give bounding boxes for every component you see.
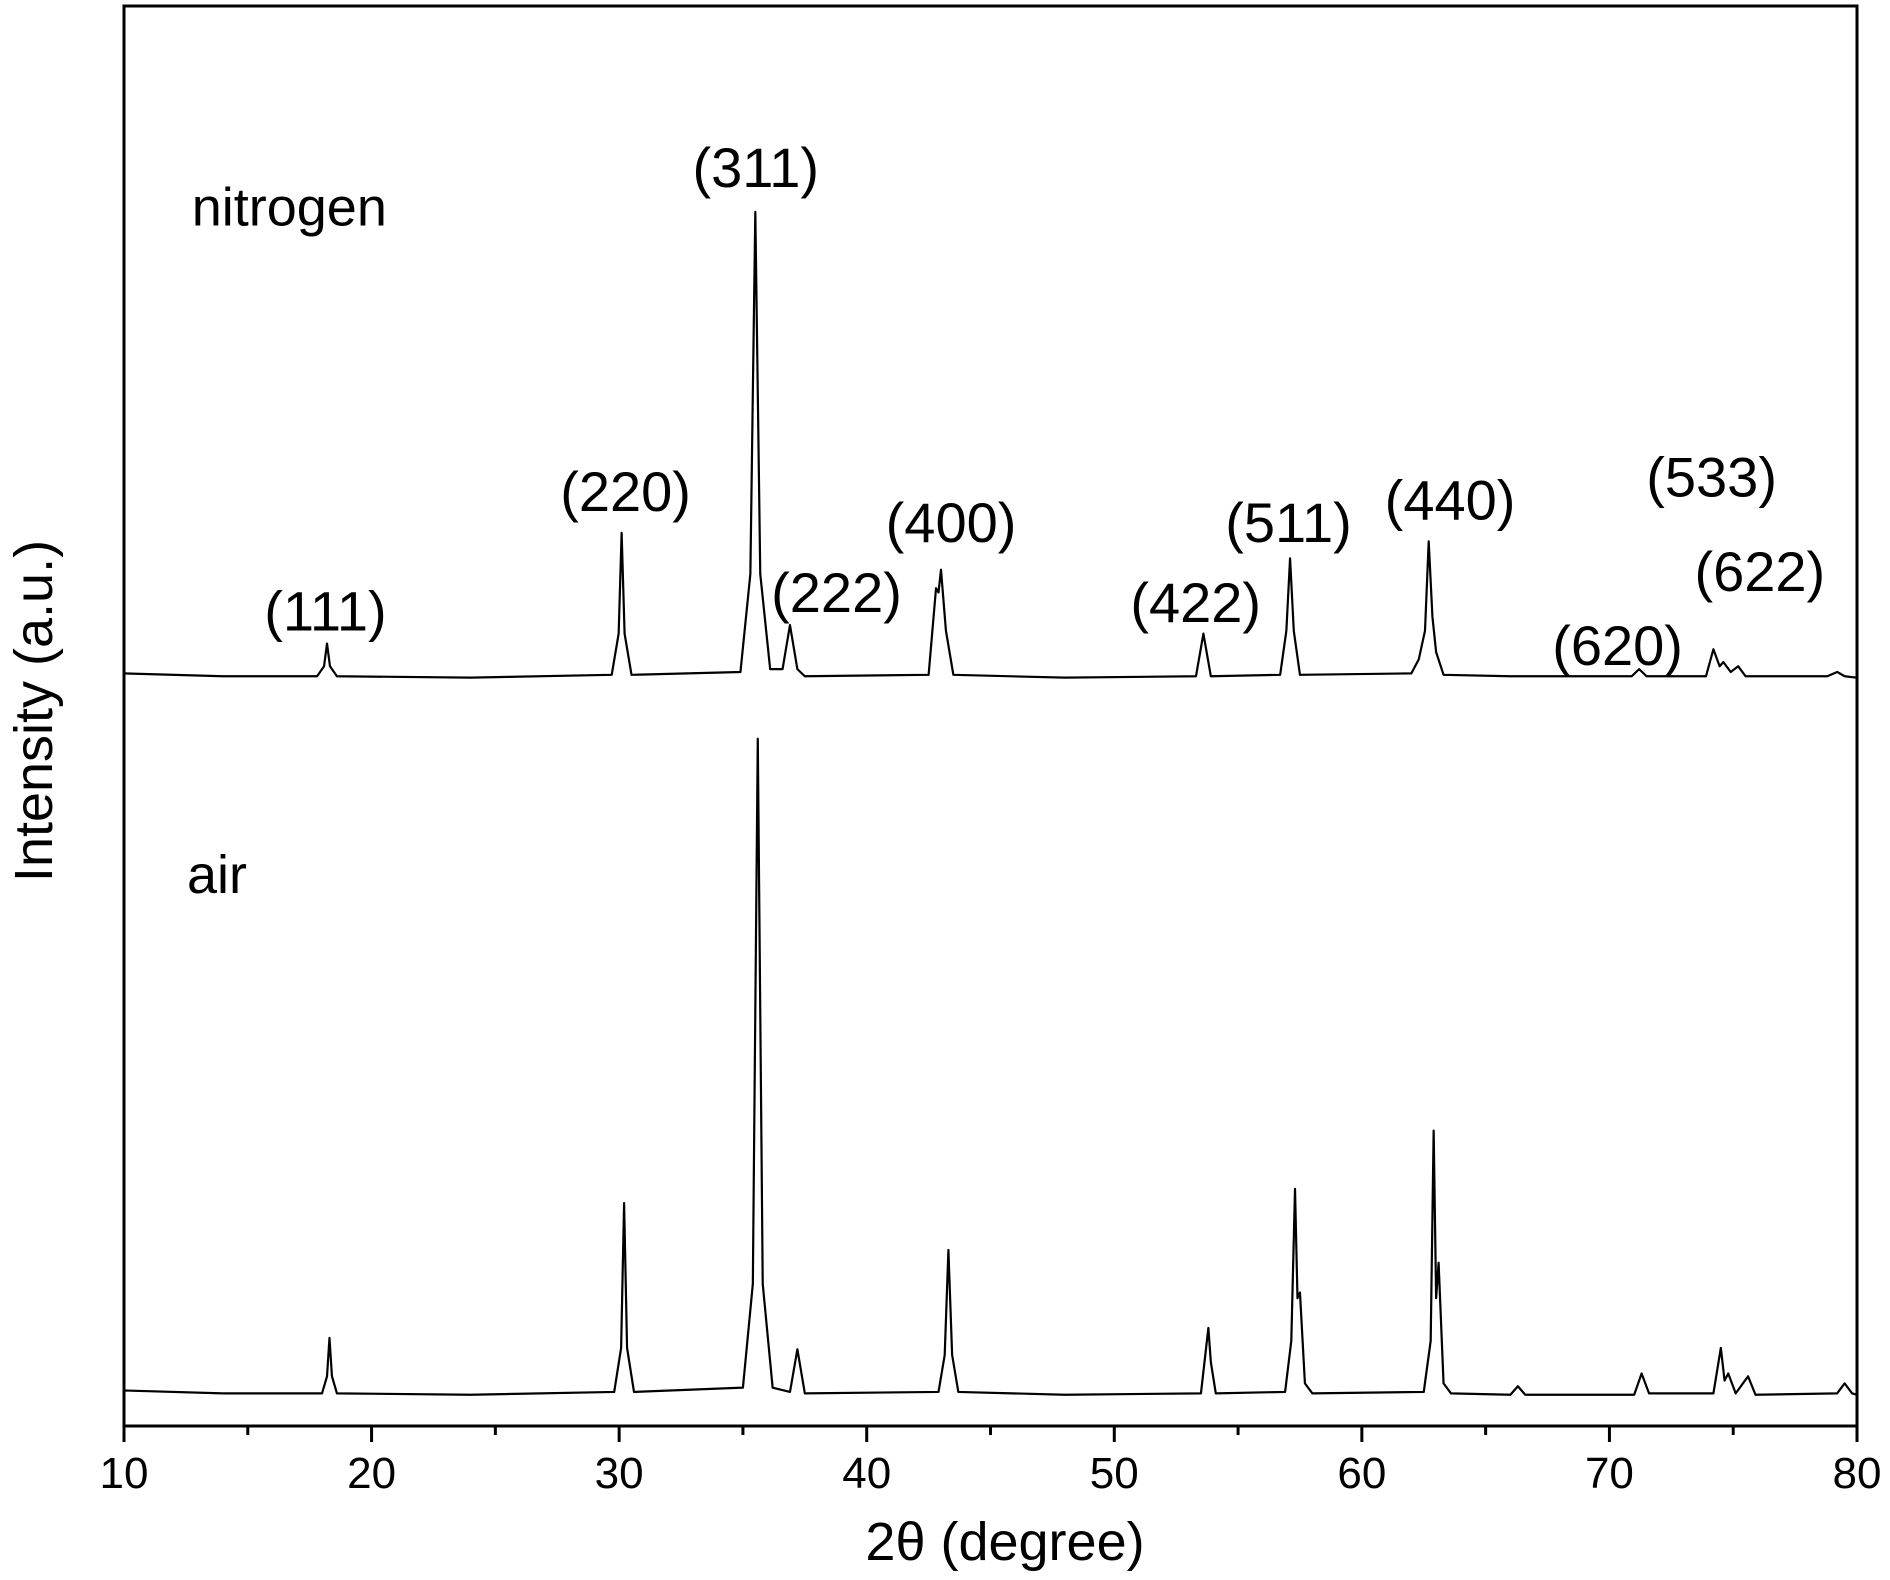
x-axis-title: 2θ (degree) xyxy=(865,1512,1144,1572)
x-tick-label: 30 xyxy=(595,1449,644,1498)
x-tick-label: 40 xyxy=(842,1449,891,1498)
series-label: air xyxy=(187,845,247,905)
peak-label: (222) xyxy=(771,561,902,624)
peak-label: (440) xyxy=(1385,469,1516,532)
peak-label: (533) xyxy=(1646,445,1777,508)
xrd-pattern xyxy=(123,737,1858,1396)
x-tick-label: 80 xyxy=(1833,1449,1882,1498)
peak-label: (400) xyxy=(886,491,1017,554)
peak-label: (511) xyxy=(1225,491,1352,554)
peak-label: (422) xyxy=(1130,571,1261,634)
x-tick-label: 70 xyxy=(1585,1449,1634,1498)
peak-label: (311) xyxy=(692,136,819,199)
peak-label: (622) xyxy=(1694,540,1825,603)
peak-label: (111) xyxy=(264,580,386,643)
series-label: nitrogen xyxy=(192,177,387,237)
x-tick-label: 50 xyxy=(1090,1449,1139,1498)
y-axis-title: Intensity (a.u.) xyxy=(4,540,64,882)
xrd-pattern xyxy=(123,210,1858,679)
peak-label: (220) xyxy=(560,460,691,523)
x-tick-label: 20 xyxy=(347,1449,396,1498)
x-tick-label: 60 xyxy=(1337,1449,1386,1498)
peak-label: (620) xyxy=(1552,614,1683,677)
x-tick-label: 10 xyxy=(100,1449,149,1498)
